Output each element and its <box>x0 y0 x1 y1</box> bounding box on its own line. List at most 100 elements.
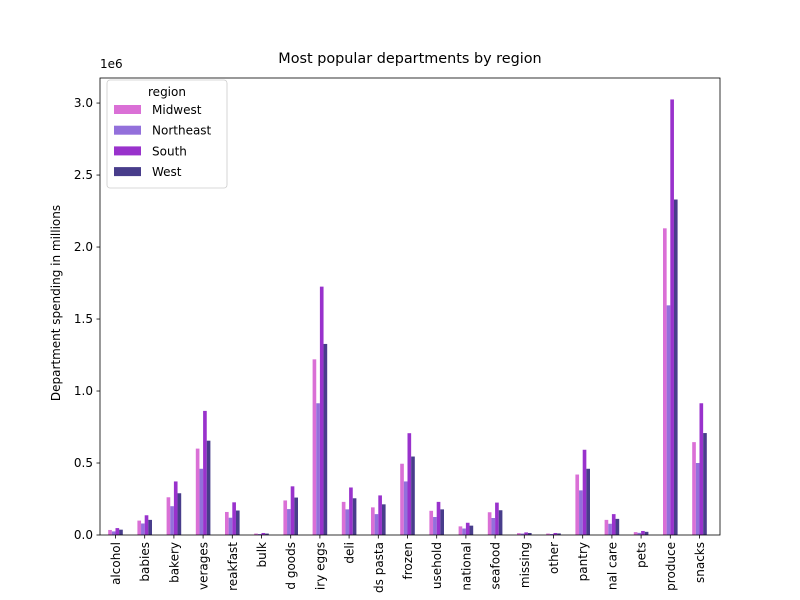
y-tick-label: 1.0 <box>74 384 93 398</box>
bar-south-0 <box>115 528 120 535</box>
bar-northeast-14 <box>520 533 525 535</box>
bar-midwest-20 <box>692 442 696 535</box>
chart-title: Most popular departments by region <box>278 51 541 67</box>
x-tick-label: pantry <box>576 542 590 581</box>
bar-south-7 <box>319 286 324 535</box>
plot-frame <box>99 77 721 536</box>
x-tick-label: verages <box>197 542 211 590</box>
bar-midwest-0 <box>108 529 112 535</box>
bar-northeast-12 <box>462 528 466 535</box>
x-axis-ticks: alcohol babies bakery verages reakfast bulk d … <box>109 535 707 593</box>
bar-northeast-17 <box>608 523 612 535</box>
bar-northeast-2 <box>170 506 174 535</box>
bar-south-10 <box>407 433 412 535</box>
bar-northeast-3 <box>199 468 204 535</box>
bar-midwest-10 <box>400 463 404 535</box>
bars-group <box>108 99 707 535</box>
x-tick-label: missing <box>518 542 532 588</box>
bar-south-17 <box>611 514 616 535</box>
bar-midwest-19 <box>663 228 667 535</box>
bar-northeast-4 <box>228 517 233 535</box>
x-tick-label: ds pasta <box>372 542 386 593</box>
bar-midwest-7 <box>312 359 317 535</box>
bar-west-6 <box>294 497 298 535</box>
bar-west-20 <box>703 433 707 535</box>
bar-midwest-16 <box>575 474 580 535</box>
x-tick-label: pets <box>635 542 649 568</box>
bar-midwest-4 <box>225 511 229 535</box>
y-tick-label: 1.5 <box>74 312 93 326</box>
y-axis-ticks: 0.0 0.5 1.0 1.5 2.0 2.5 3.0 <box>74 96 100 542</box>
y-tick-label: 0.0 <box>74 528 93 542</box>
x-tick-label: snacks <box>693 542 707 583</box>
legend-items: Midwest Northeast South West <box>114 103 212 179</box>
bar-northeast-20 <box>695 463 700 535</box>
y-tick-label: 2.5 <box>74 168 93 182</box>
bar-west-14 <box>527 532 532 535</box>
x-tick-label: bulk <box>255 542 269 568</box>
bar-west-7 <box>323 343 328 535</box>
bar-west-15 <box>557 533 561 535</box>
bar-south-13 <box>495 502 499 535</box>
bar-south-2 <box>173 481 178 535</box>
bar-midwest-6 <box>283 500 288 535</box>
bar-midwest-15 <box>546 533 550 535</box>
bar-south-12 <box>465 522 470 535</box>
bar-midwest-1 <box>137 520 142 535</box>
y-tick-label: 0.5 <box>74 456 93 470</box>
bar-northeast-16 <box>579 490 583 535</box>
bar-midwest-17 <box>604 519 609 535</box>
x-tick-label: seafood <box>489 542 503 590</box>
bar-south-5 <box>261 532 266 535</box>
x-tick-label: deli <box>343 542 357 564</box>
x-tick-label: iry eggs <box>313 542 327 590</box>
x-tick-label: bakery <box>167 542 181 583</box>
legend-swatch-northeast <box>114 125 141 135</box>
legend-swatch-west <box>114 167 141 177</box>
bar-west-17 <box>615 518 620 535</box>
bar-south-11 <box>436 501 441 535</box>
legend-label-northeast: Northeast <box>152 124 212 138</box>
bar-south-9 <box>378 495 382 535</box>
y-tick-label: 3.0 <box>74 96 93 110</box>
bar-midwest-3 <box>195 448 200 535</box>
y-axis-scale-label: 1e6 <box>100 57 123 71</box>
legend-swatch-south <box>114 146 141 156</box>
bar-northeast-5 <box>257 533 262 535</box>
bar-west-19 <box>673 199 678 535</box>
x-tick-label: other <box>547 542 561 574</box>
y-axis-label: Department spending in millions <box>49 205 63 401</box>
bar-northeast-19 <box>666 305 671 535</box>
bar-south-20 <box>699 403 704 535</box>
bar-northeast-13 <box>491 518 496 535</box>
bar-south-3 <box>203 410 207 535</box>
bar-west-13 <box>498 510 503 535</box>
bar-west-11 <box>440 509 444 535</box>
bar-west-1 <box>148 519 152 535</box>
bar-northeast-10 <box>403 481 408 535</box>
bar-west-8 <box>352 498 357 535</box>
bar-midwest-9 <box>371 507 375 535</box>
bar-south-6 <box>290 486 295 535</box>
bar-northeast-8 <box>345 509 350 535</box>
bar-midwest-18 <box>633 532 638 535</box>
bar-northeast-15 <box>549 533 554 535</box>
bar-northeast-6 <box>287 509 291 535</box>
y-tick-label: 2.0 <box>74 240 93 254</box>
bar-south-15 <box>553 532 558 535</box>
bar-west-5 <box>265 533 269 535</box>
bar-west-16 <box>586 468 590 535</box>
bar-west-10 <box>411 456 415 535</box>
legend-title: region <box>148 85 186 99</box>
x-tick-label: nal care <box>605 542 619 590</box>
bar-west-4 <box>235 510 240 535</box>
bar-midwest-11 <box>429 510 434 535</box>
bar-south-4 <box>232 502 236 535</box>
bar-midwest-14 <box>517 533 521 535</box>
x-tick-label: frozen <box>401 542 415 580</box>
legend-label-south: South <box>152 144 187 158</box>
x-tick-label: produce <box>664 542 678 591</box>
bar-northeast-11 <box>433 517 437 535</box>
bar-midwest-13 <box>487 512 492 535</box>
